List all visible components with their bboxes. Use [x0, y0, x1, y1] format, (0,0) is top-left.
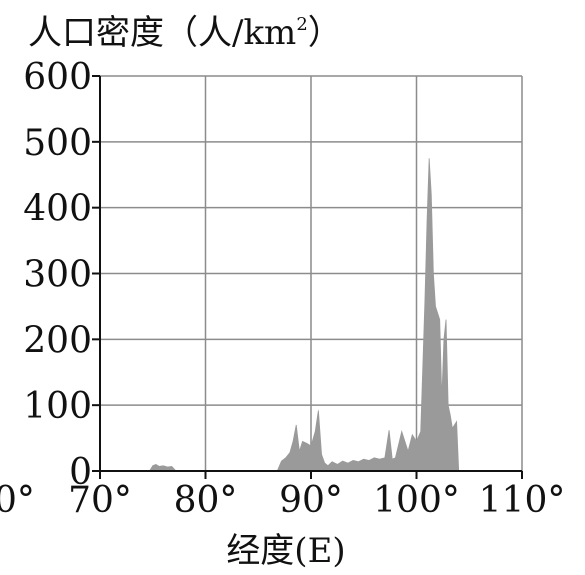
- x-tick-label: 100°: [373, 480, 460, 521]
- x-axis-label: 经度(E): [226, 531, 345, 571]
- population-area-series: [148, 158, 460, 472]
- y-tick-labels: 0 100 200 300 400 500 600: [23, 57, 92, 493]
- y-tick-label: 200: [23, 320, 92, 361]
- x-tick-labels: 70° 80° 90° 100° 110° 0°: [0, 480, 565, 521]
- y-tick-label: 400: [23, 189, 92, 230]
- density-area: [276, 158, 460, 472]
- x-tick-label-partial: 0°: [0, 480, 35, 521]
- axes: [92, 75, 523, 479]
- y-tick-label: 600: [23, 57, 92, 98]
- y-tick-label: 500: [23, 123, 92, 164]
- x-tick-label: 70°: [68, 480, 132, 521]
- y-tick-label: 300: [23, 255, 92, 296]
- y-tick-label: 0: [69, 452, 92, 493]
- x-tick-label: 80°: [174, 480, 238, 521]
- x-tick-label: 110°: [479, 480, 566, 521]
- density-area: [148, 463, 177, 472]
- x-tick-label: 90°: [279, 480, 343, 521]
- y-axis-label: 人口密度（人/km2）: [28, 13, 342, 53]
- y-tick-label: 100: [23, 386, 92, 427]
- grid: [99, 75, 523, 472]
